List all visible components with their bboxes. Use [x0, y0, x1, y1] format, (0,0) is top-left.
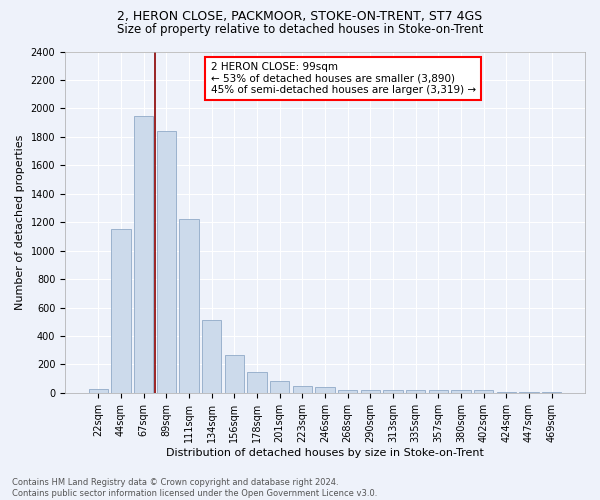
Bar [202, 320, 221, 393]
Text: 2, HERON CLOSE, PACKMOOR, STOKE-ON-TRENT, ST7 4GS: 2, HERON CLOSE, PACKMOOR, STOKE-ON-TRENT… [118, 10, 482, 23]
Bar [89, 388, 108, 393]
Bar [542, 392, 562, 393]
Bar [338, 390, 358, 393]
Text: Size of property relative to detached houses in Stoke-on-Trent: Size of property relative to detached ho… [117, 22, 483, 36]
Bar [247, 372, 266, 393]
Y-axis label: Number of detached properties: Number of detached properties [15, 134, 25, 310]
Bar [361, 390, 380, 393]
Bar [270, 382, 289, 393]
Bar [316, 387, 335, 393]
Text: Contains HM Land Registry data © Crown copyright and database right 2024.
Contai: Contains HM Land Registry data © Crown c… [12, 478, 377, 498]
Bar [134, 116, 153, 393]
Bar [383, 390, 403, 393]
Text: 2 HERON CLOSE: 99sqm
← 53% of detached houses are smaller (3,890)
45% of semi-de: 2 HERON CLOSE: 99sqm ← 53% of detached h… [211, 62, 476, 95]
Bar [224, 355, 244, 393]
X-axis label: Distribution of detached houses by size in Stoke-on-Trent: Distribution of detached houses by size … [166, 448, 484, 458]
Bar [179, 220, 199, 393]
Bar [293, 386, 312, 393]
Bar [451, 390, 470, 393]
Bar [406, 390, 425, 393]
Bar [112, 230, 131, 393]
Bar [429, 390, 448, 393]
Bar [474, 390, 493, 393]
Bar [157, 131, 176, 393]
Bar [520, 392, 539, 393]
Bar [497, 392, 516, 393]
